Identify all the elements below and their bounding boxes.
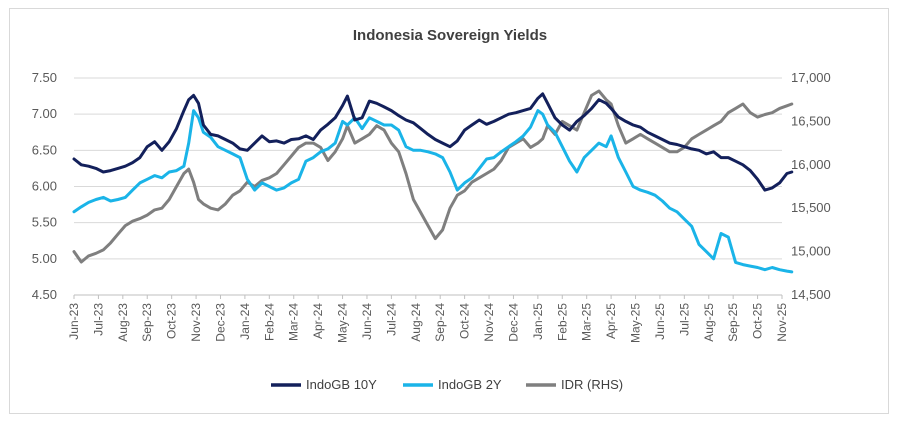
x-tick-label: Feb-24 bbox=[262, 303, 276, 341]
x-tick-label: Aug-24 bbox=[409, 303, 423, 342]
x-tick-label: Jul-23 bbox=[91, 303, 105, 336]
y2-tick-label: 14,500 bbox=[791, 287, 831, 302]
x-tick-label: Apr-24 bbox=[311, 303, 325, 339]
x-tick-label: Oct-24 bbox=[458, 303, 472, 339]
legend-label: IndoGB 10Y bbox=[306, 377, 377, 392]
y-tick-label: 5.00 bbox=[32, 251, 57, 266]
x-tick-label: Jul-25 bbox=[677, 303, 691, 336]
x-tick-label: Feb-25 bbox=[555, 303, 569, 341]
y-tick-label: 6.00 bbox=[32, 179, 57, 194]
y-tick-label: 6.50 bbox=[32, 142, 57, 157]
x-tick-label: Dec-24 bbox=[506, 303, 520, 342]
x-tick-label: May-25 bbox=[629, 303, 643, 343]
x-tick-label: Dec-23 bbox=[213, 303, 227, 342]
x-tick-label: Jan-24 bbox=[238, 303, 252, 340]
y2-tick-label: 15,000 bbox=[791, 244, 831, 259]
series-line-indogb-10y bbox=[72, 92, 794, 192]
x-tick-label: Mar-24 bbox=[287, 303, 301, 341]
x-tick-label: Nov-23 bbox=[189, 303, 203, 342]
x-tick-label: May-24 bbox=[336, 303, 350, 343]
y-tick-label: 7.00 bbox=[32, 106, 57, 121]
x-tick-label: Nov-24 bbox=[482, 303, 496, 342]
series-line-indogb-2y bbox=[72, 109, 794, 274]
legend-label: IDR (RHS) bbox=[561, 377, 623, 392]
x-tick-label: Jul-24 bbox=[384, 303, 398, 336]
x-tick-label: Nov-25 bbox=[775, 303, 789, 342]
x-tick-label: Oct-25 bbox=[751, 303, 765, 339]
x-tick-label: Sep-24 bbox=[433, 303, 447, 342]
x-tick-label: Jan-25 bbox=[531, 303, 545, 340]
chart-title: Indonesia Sovereign Yields bbox=[353, 27, 547, 44]
y-tick-label: 4.50 bbox=[32, 287, 57, 302]
x-tick-label: Aug-25 bbox=[702, 303, 716, 342]
y-tick-label: 5.50 bbox=[32, 215, 57, 230]
x-tick-label: Jun-25 bbox=[653, 303, 667, 340]
series-line-idr-rhs bbox=[72, 89, 794, 264]
y2-tick-label: 17,000 bbox=[791, 70, 831, 85]
legend-label: IndoGB 2Y bbox=[438, 377, 502, 392]
y2-tick-label: 16,000 bbox=[791, 157, 831, 172]
x-tick-label: Sep-23 bbox=[140, 303, 154, 342]
x-tick-label: Oct-23 bbox=[165, 303, 179, 339]
y2-tick-label: 16,500 bbox=[791, 113, 831, 128]
y2-tick-label: 15,500 bbox=[791, 200, 831, 215]
x-tick-label: Sep-25 bbox=[726, 303, 740, 342]
x-tick-label: Jun-23 bbox=[67, 303, 81, 340]
x-tick-label: Jun-24 bbox=[360, 303, 374, 340]
x-tick-label: Apr-25 bbox=[604, 303, 618, 339]
x-tick-label: Aug-23 bbox=[116, 303, 130, 342]
x-tick-label: Mar-25 bbox=[580, 303, 594, 341]
y-tick-label: 7.50 bbox=[32, 70, 57, 85]
